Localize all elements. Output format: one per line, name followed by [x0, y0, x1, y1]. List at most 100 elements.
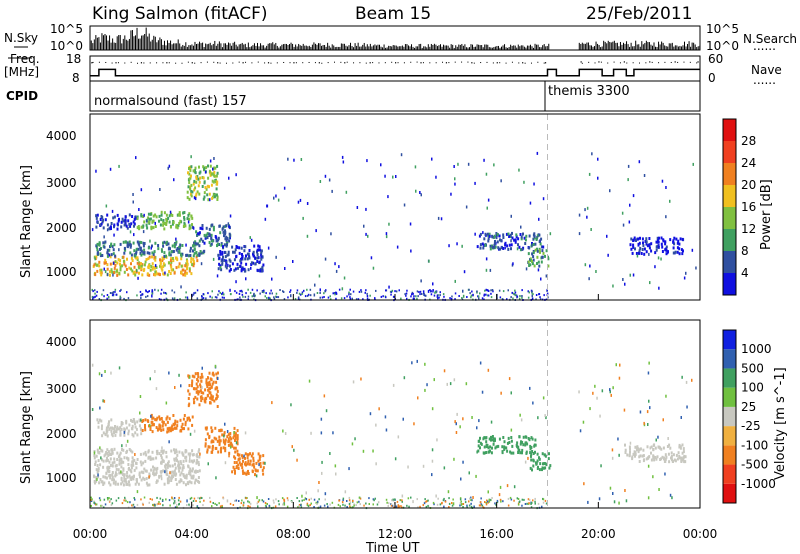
- echo-cell: [546, 292, 549, 295]
- echo-cell: [121, 480, 124, 484]
- nave-point: [257, 61, 259, 63]
- echo-cell: [254, 262, 257, 266]
- echo-cell: [380, 295, 383, 298]
- echo-cell: [647, 496, 650, 500]
- echo-cell: [425, 500, 427, 503]
- echo-cell: [639, 246, 642, 250]
- power-colorbar-label: Power [dB]: [759, 179, 774, 250]
- echo-cell: [449, 297, 451, 300]
- echo-cell: [100, 268, 103, 272]
- echo-cell: [362, 449, 365, 453]
- echo-cell: [177, 499, 180, 502]
- echo-cell: [531, 294, 533, 298]
- echo-cell: [196, 390, 199, 394]
- echo-cell: [429, 289, 431, 291]
- echo-cell: [527, 456, 529, 460]
- echo-cell: [235, 291, 238, 294]
- echo-cell: [469, 292, 471, 295]
- echo-cell: [392, 498, 394, 501]
- echo-cell: [439, 294, 441, 297]
- echo-cell: [514, 294, 517, 297]
- echo-cell: [202, 391, 205, 395]
- echo-cell: [106, 223, 109, 227]
- echo-cell: [191, 382, 194, 385]
- echo-cell: [363, 224, 365, 228]
- power-colorbar-swatch: [723, 141, 736, 163]
- echo-cell: [160, 248, 163, 252]
- echo-cell: [632, 245, 635, 249]
- echo-cell: [98, 241, 101, 245]
- echo-cell: [212, 167, 214, 171]
- echo-cell: [292, 260, 294, 263]
- echo-cell: [273, 296, 275, 299]
- echo-cell: [180, 384, 182, 388]
- echo-cell: [176, 226, 179, 230]
- echo-cell: [268, 298, 270, 301]
- echo-cell: [185, 262, 188, 266]
- echo-cell: [116, 425, 119, 429]
- echo-cell: [349, 297, 352, 300]
- echo-cell: [657, 256, 660, 260]
- echo-cell: [175, 472, 178, 476]
- echo-cell: [537, 260, 540, 264]
- echo-cell: [252, 294, 255, 297]
- echo-cell: [186, 262, 189, 266]
- echo-cell: [168, 220, 171, 224]
- echo-cell: [420, 279, 422, 283]
- echo-cell: [195, 255, 198, 259]
- echo-cell: [143, 477, 146, 481]
- echo-cell: [155, 387, 158, 391]
- echo-cell: [123, 476, 126, 480]
- echo-cell: [193, 481, 196, 485]
- echo-cell: [247, 505, 249, 508]
- echo-cell: [414, 165, 417, 169]
- nave-point: [454, 61, 456, 63]
- echo-cell: [500, 391, 502, 395]
- echo-cell: [133, 420, 136, 424]
- echo-cell: [241, 253, 243, 256]
- echo-cell: [139, 427, 142, 431]
- echo-cell: [161, 500, 164, 502]
- echo-cell: [251, 470, 254, 474]
- echo-cell: [217, 377, 219, 380]
- echo-cell: [126, 257, 128, 261]
- echo-cell: [122, 483, 125, 487]
- echo-cell: [650, 445, 653, 449]
- echo-cell: [149, 455, 152, 459]
- echo-cell: [199, 389, 202, 393]
- echo-cell: [191, 384, 193, 388]
- echo-cell: [170, 479, 173, 482]
- echo-cell: [148, 251, 151, 255]
- echo-cell: [433, 378, 435, 382]
- echo-cell: [249, 291, 252, 294]
- echo-cell: [229, 432, 232, 435]
- echo-cell: [142, 503, 144, 506]
- echo-cell: [254, 256, 257, 260]
- echo-cell: [184, 420, 187, 424]
- echo-cell: [591, 152, 593, 156]
- echo-cell: [306, 294, 309, 297]
- echo-cell: [168, 251, 171, 255]
- echo-cell: [320, 431, 323, 435]
- echo-cell: [172, 250, 175, 253]
- echo-cell: [618, 376, 621, 380]
- echo-cell: [152, 465, 154, 469]
- nave-point: [140, 62, 143, 64]
- echo-cell: [189, 497, 192, 500]
- echo-cell: [218, 438, 221, 442]
- echo-cell: [263, 290, 265, 294]
- echo-cell: [485, 268, 488, 272]
- echo-cell: [122, 468, 125, 472]
- nave-point: [346, 61, 348, 63]
- echo-cell: [256, 253, 259, 257]
- echo-cell: [187, 427, 190, 431]
- echo-cell: [316, 502, 318, 505]
- echo-cell: [298, 504, 301, 506]
- echo-cell: [194, 186, 197, 190]
- echo-cell: [416, 290, 419, 293]
- echo-cell: [197, 450, 200, 454]
- echo-cell: [109, 426, 112, 430]
- echo-cell: [139, 395, 142, 398]
- echo-cell: [496, 501, 499, 504]
- echo-cell: [160, 417, 163, 420]
